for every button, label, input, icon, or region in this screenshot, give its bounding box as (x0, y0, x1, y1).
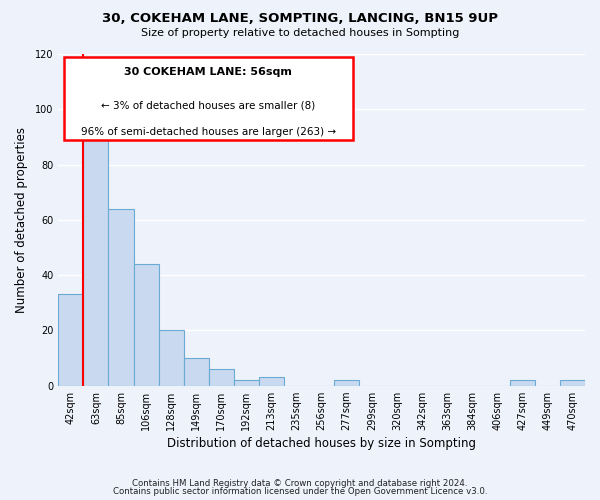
Text: Contains HM Land Registry data © Crown copyright and database right 2024.: Contains HM Land Registry data © Crown c… (132, 478, 468, 488)
Text: 96% of semi-detached houses are larger (263) →: 96% of semi-detached houses are larger (… (81, 127, 336, 137)
Y-axis label: Number of detached properties: Number of detached properties (15, 127, 28, 313)
Bar (134, 264, 158, 386)
Bar (109, 209, 134, 386)
Text: 30 COKEHAM LANE: 56sqm: 30 COKEHAM LANE: 56sqm (124, 68, 292, 78)
X-axis label: Distribution of detached houses by size in Sompting: Distribution of detached houses by size … (167, 437, 476, 450)
Bar (560, 380, 585, 386)
Bar (83, 137, 109, 386)
Text: ← 3% of detached houses are smaller (8): ← 3% of detached houses are smaller (8) (101, 100, 316, 110)
Text: 30, COKEHAM LANE, SOMPTING, LANCING, BN15 9UP: 30, COKEHAM LANE, SOMPTING, LANCING, BN1… (102, 12, 498, 26)
Bar (209, 369, 234, 386)
Bar (510, 380, 535, 386)
Text: Contains public sector information licensed under the Open Government Licence v3: Contains public sector information licen… (113, 487, 487, 496)
Bar (334, 380, 359, 386)
Bar (58, 294, 83, 386)
Text: Size of property relative to detached houses in Sompting: Size of property relative to detached ho… (141, 28, 459, 38)
Bar (184, 358, 209, 386)
Bar (158, 330, 184, 386)
Bar (259, 378, 284, 386)
FancyBboxPatch shape (64, 58, 353, 140)
Bar (234, 380, 259, 386)
